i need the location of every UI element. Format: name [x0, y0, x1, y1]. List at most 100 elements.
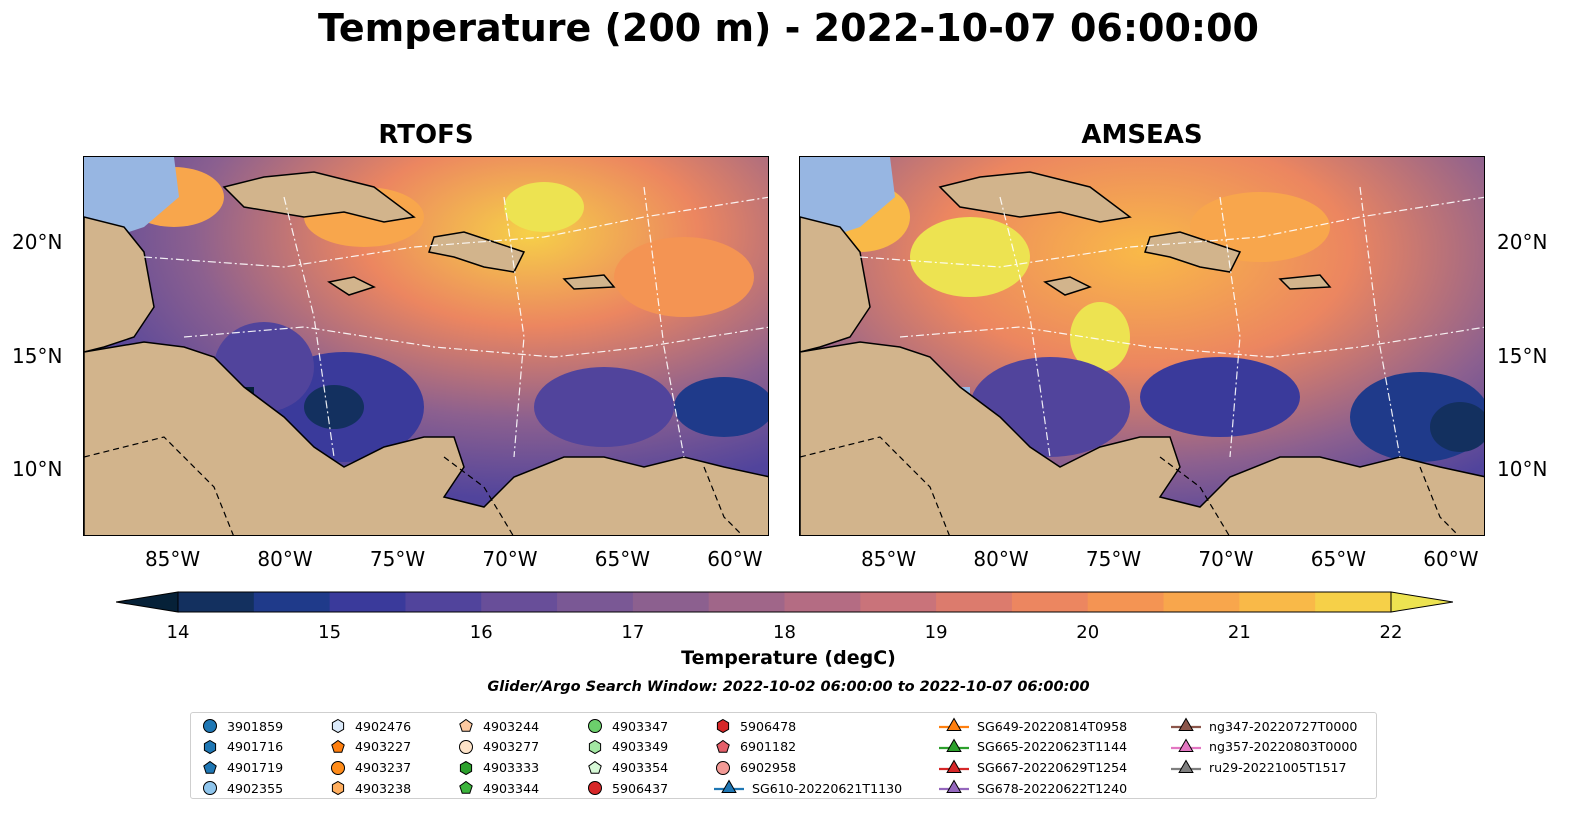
colorbar-cell: [860, 592, 937, 612]
legend-label: SG610-20220621T1130: [752, 780, 903, 796]
lon-tick-label: 80°W: [973, 547, 1029, 571]
colorbar-cell: [178, 592, 255, 612]
legend-label: 4901716: [227, 739, 284, 755]
legend-label: 4903277: [483, 739, 540, 755]
legend-marker-icon: [331, 718, 345, 734]
legend-label: 4901719: [227, 760, 284, 776]
legend-marker-icon: [459, 781, 473, 795]
amseas-map-svg: [800, 157, 1484, 535]
legend-item: 4903333: [457, 758, 539, 778]
legend-marker-icon: [331, 781, 345, 796]
lon-tick-label: 85°W: [144, 547, 201, 571]
panel-title-rtofs: RTOFS: [378, 120, 474, 150]
colorbar-tick-label: 21: [1227, 622, 1251, 643]
legend-label: 4903227: [355, 739, 412, 755]
legend-marker-icon: [1171, 759, 1201, 773]
colorbar-cell: [1315, 592, 1392, 612]
legend-marker-icon: [939, 738, 969, 752]
legend-item: 4903277: [457, 737, 539, 757]
colorbar-cell: [1011, 592, 1089, 612]
legend-item: 4903354: [586, 758, 668, 778]
colorbar-cell: [936, 592, 1013, 612]
legend-marker-icon: [459, 718, 473, 732]
legend-marker-icon: [939, 717, 969, 731]
colorbar-cell: [632, 592, 710, 612]
colorbar-tick-label: 16: [469, 622, 493, 643]
legend-label: 4903347: [612, 718, 669, 734]
legend-label: 5906478: [740, 718, 797, 734]
colorbar-tick-label: 22: [1379, 622, 1403, 643]
country-borders: [84, 436, 743, 535]
legend-marker-icon: [588, 739, 602, 754]
legend-item: ng347-20220727T0000: [1171, 716, 1357, 736]
colorbar-cell: [708, 592, 785, 612]
figure-title: Temperature (200 m) - 2022-10-07 06:00:0…: [317, 6, 1259, 50]
legend-label: ng347-20220727T0000: [1209, 718, 1358, 734]
legend-label: 4903349: [612, 739, 669, 755]
lon-tick-label: 85°W: [860, 547, 917, 571]
eez-boundaries: [859, 186, 1484, 458]
lat-tick-label-right: 15°N: [1497, 344, 1548, 368]
legend-item: 4903237: [329, 758, 411, 778]
colorbar-cell: [1163, 592, 1240, 612]
colorbar-cell: [784, 592, 861, 612]
legend-label: 4902355: [227, 780, 284, 796]
legend-label: ru29-20221005T1517: [1209, 760, 1347, 776]
lat-tick-label-right: 10°N: [1497, 457, 1548, 481]
legend-marker-icon: [331, 739, 345, 753]
legend-label: SG649-20220814T0958: [977, 718, 1128, 734]
colorbar-tick-label: 20: [1076, 622, 1100, 643]
legend-label: 4903238: [355, 780, 412, 796]
legend-marker-icon: [716, 718, 730, 734]
legend-item: SG610-20220621T1130: [714, 778, 902, 798]
lat-tick-label-left: 10°N: [12, 457, 63, 481]
legend-label: 4903237: [355, 760, 412, 776]
colorbar: [116, 591, 1453, 613]
panel-title-amseas: AMSEAS: [1081, 120, 1203, 150]
legend-item: SG649-20220814T0958: [939, 716, 1127, 736]
colorbar-extend-high: [1390, 591, 1453, 613]
colorbar-cell: [405, 592, 482, 612]
legend-item: 4903349: [586, 737, 668, 757]
legend-marker-icon: [331, 760, 345, 775]
legend-marker-icon: [203, 781, 217, 796]
cold-blobs: [970, 357, 1484, 462]
legend: 3901859 4901716 4901719 4902355 4902476 49032…: [190, 712, 1377, 799]
legend-label: 4903354: [612, 760, 669, 776]
legend-marker-icon: [716, 760, 730, 775]
lon-tick-label: 70°W: [1198, 547, 1254, 571]
legend-item: SG678-20220622T1240: [939, 778, 1127, 798]
legend-item: 4903344: [457, 778, 539, 798]
country-borders: [800, 436, 1459, 535]
legend-marker-icon: [588, 719, 602, 733]
legend-item: ng357-20220803T0000: [1171, 737, 1357, 757]
colorbar-cell: [481, 592, 558, 612]
legend-marker-icon: [1171, 717, 1201, 731]
colorbar-cell: [253, 592, 331, 612]
legend-label: 6902958: [740, 760, 797, 776]
legend-label: SG667-20220629T1254: [977, 760, 1128, 776]
amseas-map: [799, 156, 1485, 536]
colorbar-tick-label: 19: [924, 622, 948, 643]
legend-item: 5906478: [714, 716, 796, 736]
colorbar-tick-label: 15: [318, 622, 342, 643]
colorbar-tick-label: 18: [773, 622, 796, 643]
rtofs-map: [83, 156, 769, 536]
rtofs-map-svg: [84, 157, 768, 535]
legend-marker-icon: [459, 739, 473, 754]
legend-marker-icon: [459, 760, 473, 775]
legend-marker-icon: [588, 760, 602, 774]
legend-item: 6902958: [714, 758, 796, 778]
colorbar-extend-low: [116, 591, 179, 613]
legend-item: 4903244: [457, 716, 539, 736]
legend-marker-icon: [203, 760, 217, 774]
legend-marker-icon: [203, 719, 217, 733]
legend-marker-icon: [203, 739, 217, 754]
eez-boundaries: [143, 186, 768, 458]
legend-marker-icon: [588, 781, 602, 796]
lat-tick-label-left: 15°N: [12, 344, 63, 368]
legend-label: SG678-20220622T1240: [977, 780, 1128, 796]
legend-marker-icon: [1171, 738, 1201, 752]
legend-item: 3901859: [201, 716, 283, 736]
colorbar-cell: [1239, 592, 1316, 612]
